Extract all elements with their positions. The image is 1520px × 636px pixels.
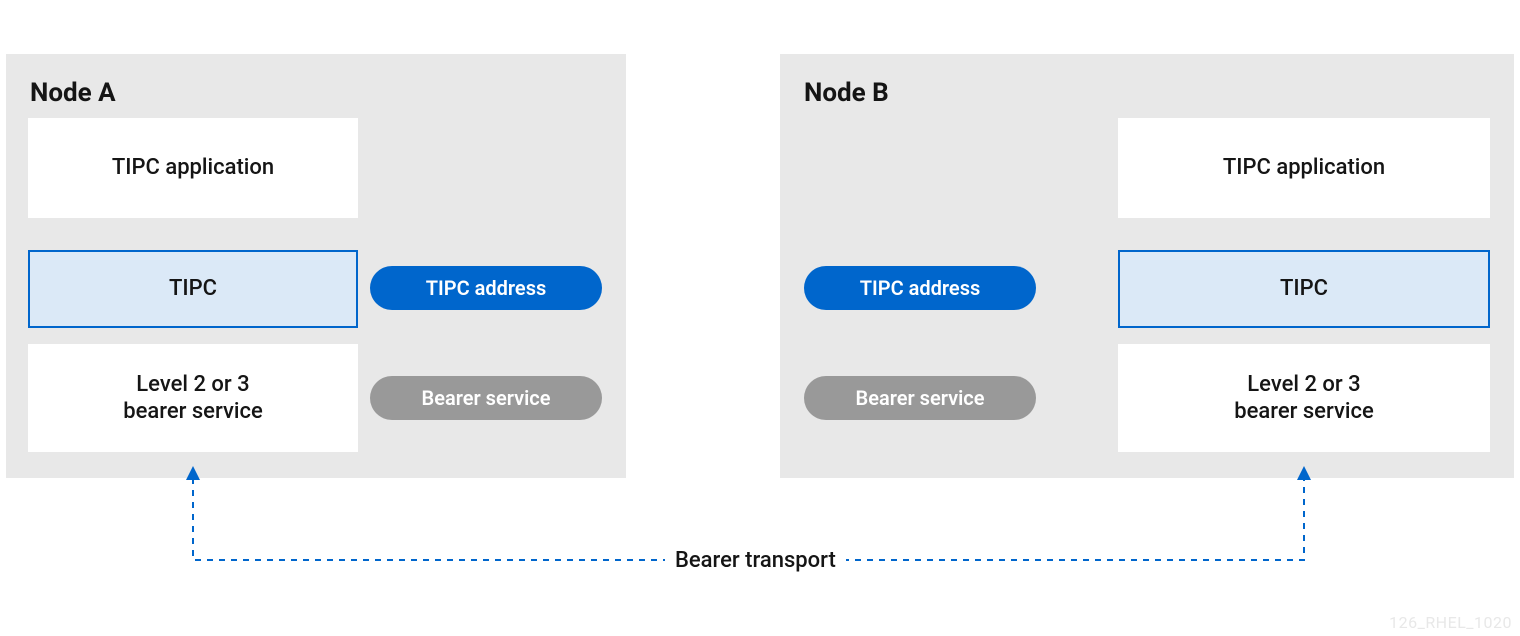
node-a-app-box: TIPC application: [28, 118, 358, 218]
node-a-tipc-label: TIPC: [169, 275, 217, 303]
node-b-title: Node B: [804, 78, 1490, 108]
node-b-tipc-address-pill: TIPC address: [804, 266, 1036, 310]
node-b-app-label: TIPC application: [1223, 154, 1385, 182]
diagram-canvas: Node A TIPC application TIPC Level 2 or …: [0, 0, 1520, 636]
node-a-tipc-address-pill: TIPC address: [370, 266, 602, 310]
node-b-bearer-service-label: Bearer service: [856, 386, 985, 410]
node-a-bearer-service-pill: Bearer service: [370, 376, 602, 420]
node-a-app-label: TIPC application: [112, 154, 274, 182]
node-a-tipc-address-label: TIPC address: [426, 276, 547, 300]
node-a-title: Node A: [30, 78, 602, 108]
node-b-tipc-address-label: TIPC address: [860, 276, 981, 300]
node-a-bearer-box: Level 2 or 3 bearer service: [28, 344, 358, 452]
node-a-bearer-label: Level 2 or 3 bearer service: [123, 371, 262, 426]
node-b-bearer-label: Level 2 or 3 bearer service: [1234, 371, 1373, 426]
node-b-bearer-service-pill: Bearer service: [804, 376, 1036, 420]
watermark: 126_RHEL_1020: [1389, 613, 1512, 632]
node-a-tipc-box: TIPC: [28, 250, 358, 328]
bearer-transport-label: Bearer transport: [665, 548, 846, 573]
node-b-tipc-label: TIPC: [1280, 275, 1328, 303]
node-a-bearer-service-label: Bearer service: [422, 386, 551, 410]
node-b-bearer-box: Level 2 or 3 bearer service: [1118, 344, 1490, 452]
node-b-app-box: TIPC application: [1118, 118, 1490, 218]
node-b-tipc-box: TIPC: [1118, 250, 1490, 328]
